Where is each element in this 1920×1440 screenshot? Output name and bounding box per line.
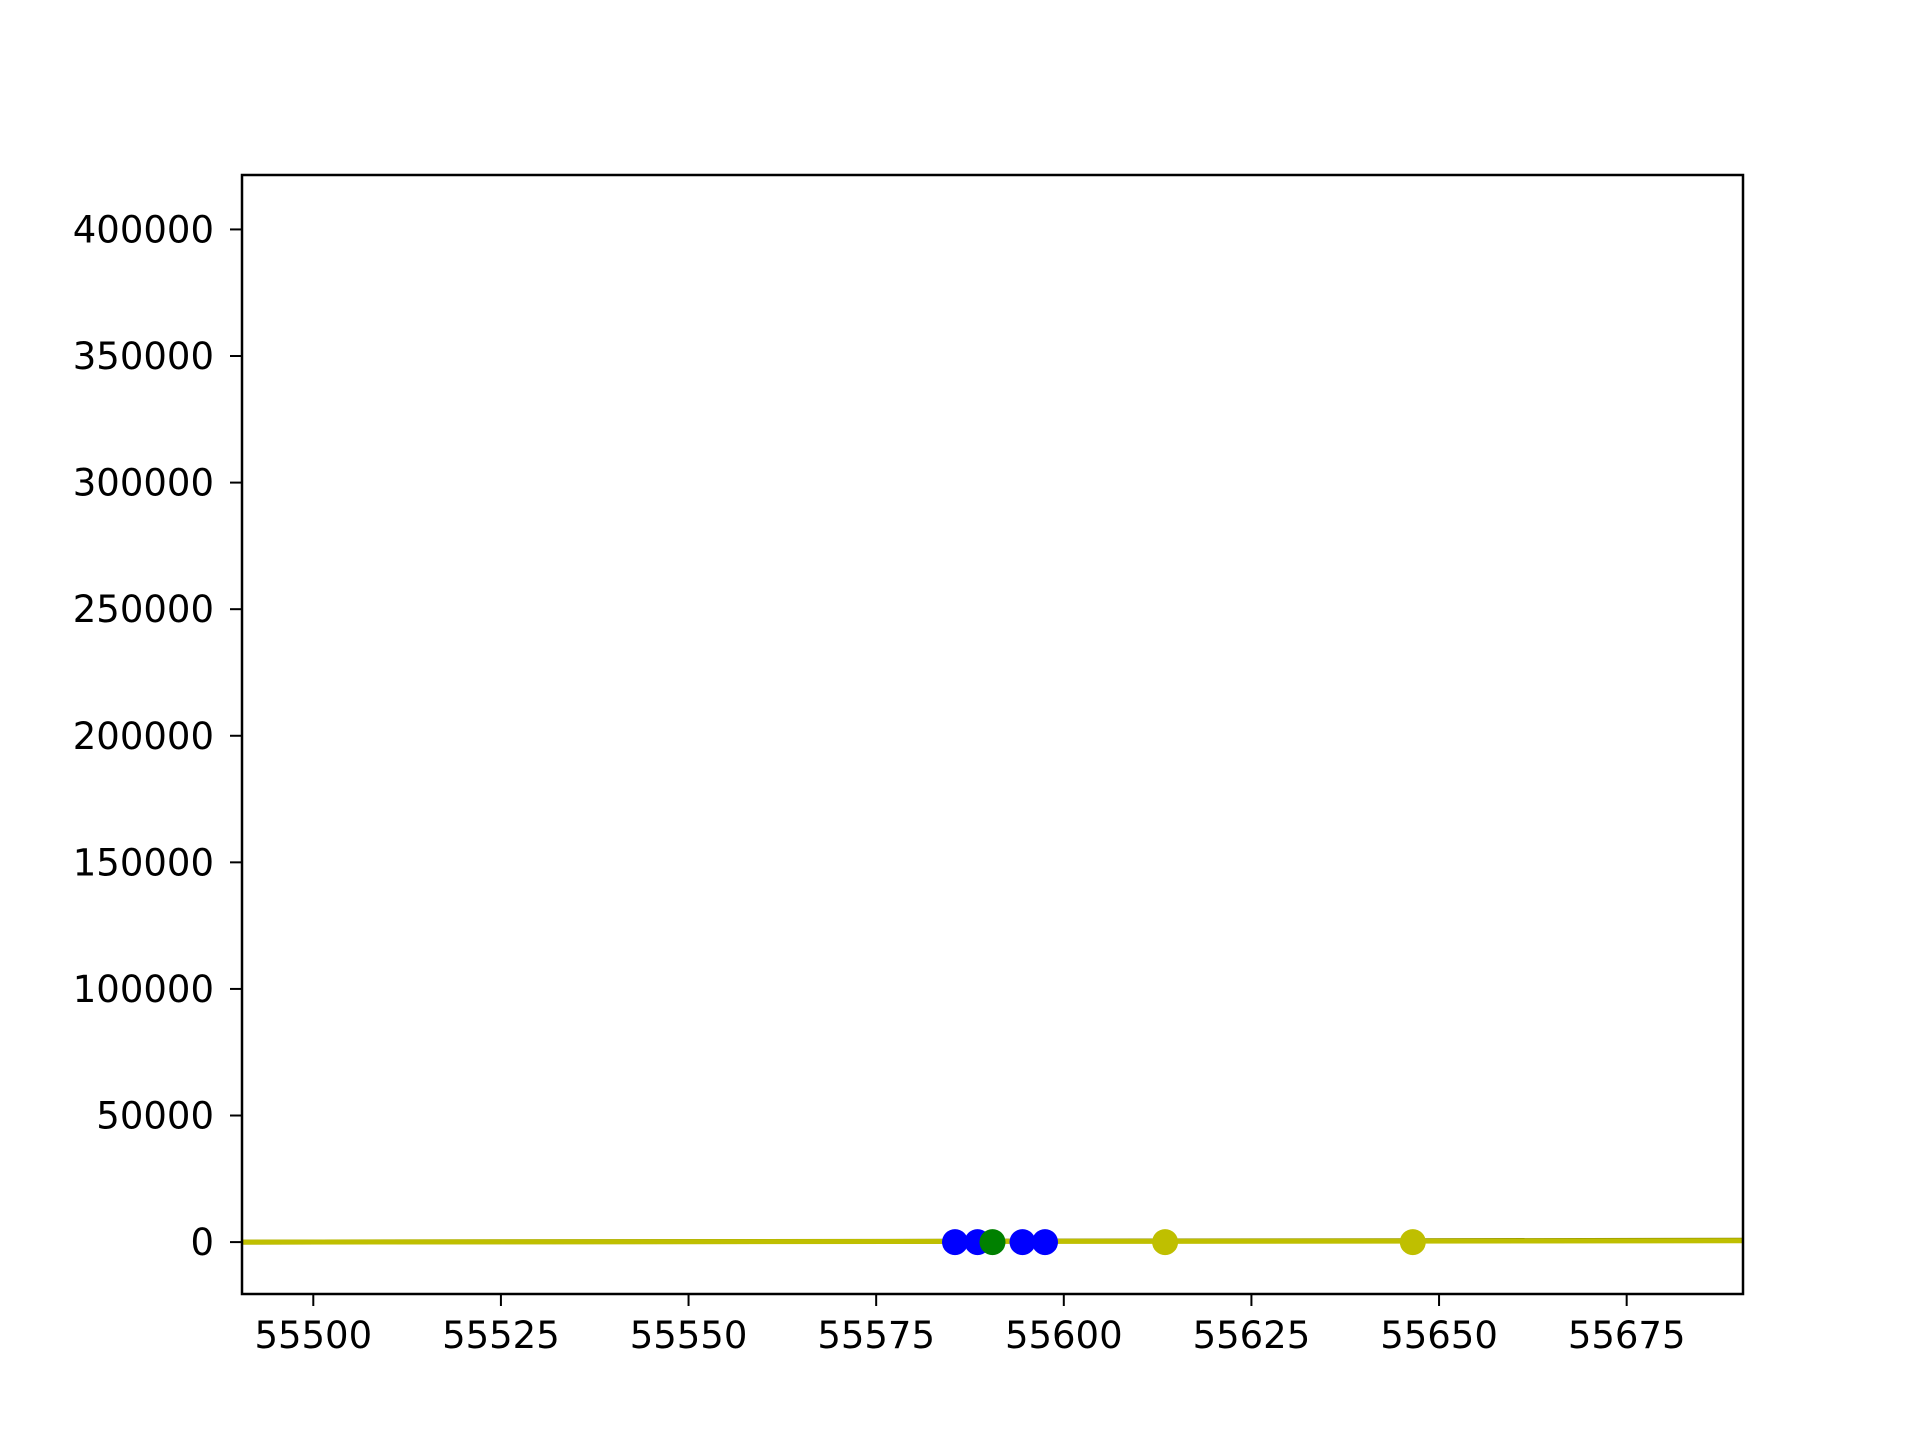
data-point	[1399, 1229, 1426, 1256]
x-tick-label: 55525	[442, 1314, 560, 1357]
y-tick-label: 0	[190, 1221, 214, 1264]
x-tick-label: 55550	[630, 1314, 748, 1357]
y-axis: 0 50000 100000 150000 200000 250000 300000 3500…	[73, 208, 242, 1264]
y-tick-label: 150000	[73, 841, 214, 884]
x-tick-label: 55675	[1568, 1314, 1686, 1357]
y-tick-label: 100000	[73, 968, 214, 1011]
plot-frame	[240, 173, 1745, 1296]
x-tick-label: 55600	[1005, 1314, 1123, 1357]
data-point	[942, 1229, 968, 1256]
data-point	[1009, 1229, 1036, 1256]
point-layer	[942, 1229, 1426, 1256]
data-point	[1152, 1229, 1179, 1256]
y-tick-label: 50000	[96, 1095, 214, 1138]
y-tick-label: 200000	[73, 715, 214, 758]
y-tick-label: 400000	[73, 208, 214, 251]
y-tick-label: 350000	[73, 335, 214, 378]
y-tick-label: 250000	[73, 588, 214, 631]
x-tick-label: 55500	[254, 1314, 372, 1357]
data-point	[1032, 1229, 1058, 1256]
x-axis: 55500 55525 55550 55575 55600 55625 55650 55675	[254, 1294, 1686, 1357]
data-point	[979, 1229, 1006, 1256]
x-tick-label: 55625	[1193, 1314, 1311, 1357]
x-tick-label: 55650	[1380, 1314, 1498, 1357]
x-tick-label: 55575	[817, 1314, 935, 1357]
y-tick-label: 300000	[73, 462, 214, 505]
